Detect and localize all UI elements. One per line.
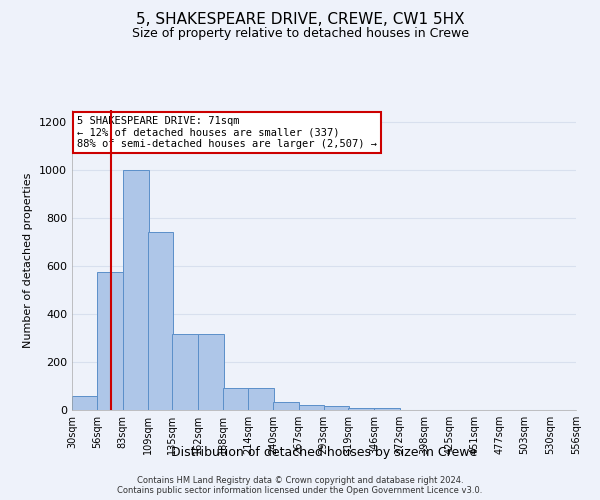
Bar — [72, 396, 98, 410]
Text: 5, SHAKESPEARE DRIVE, CREWE, CW1 5HX: 5, SHAKESPEARE DRIVE, CREWE, CW1 5HX — [136, 12, 464, 28]
Bar — [172, 334, 198, 410]
Bar — [273, 402, 299, 410]
Bar — [198, 334, 224, 410]
Text: Contains HM Land Registry data © Crown copyright and database right 2024.
Contai: Contains HM Land Registry data © Crown c… — [118, 476, 482, 495]
Bar — [323, 406, 349, 410]
Bar — [223, 388, 249, 410]
Text: Size of property relative to detached houses in Crewe: Size of property relative to detached ho… — [131, 28, 469, 40]
Bar — [299, 404, 325, 410]
Text: 5 SHAKESPEARE DRIVE: 71sqm
← 12% of detached houses are smaller (337)
88% of sem: 5 SHAKESPEARE DRIVE: 71sqm ← 12% of deta… — [77, 116, 377, 149]
Bar — [374, 408, 400, 410]
Y-axis label: Number of detached properties: Number of detached properties — [23, 172, 34, 348]
Bar — [148, 232, 173, 410]
Bar — [349, 408, 374, 410]
Bar — [97, 272, 122, 410]
Bar — [248, 388, 274, 410]
Bar — [122, 170, 149, 410]
Text: Distribution of detached houses by size in Crewe: Distribution of detached houses by size … — [171, 446, 477, 459]
